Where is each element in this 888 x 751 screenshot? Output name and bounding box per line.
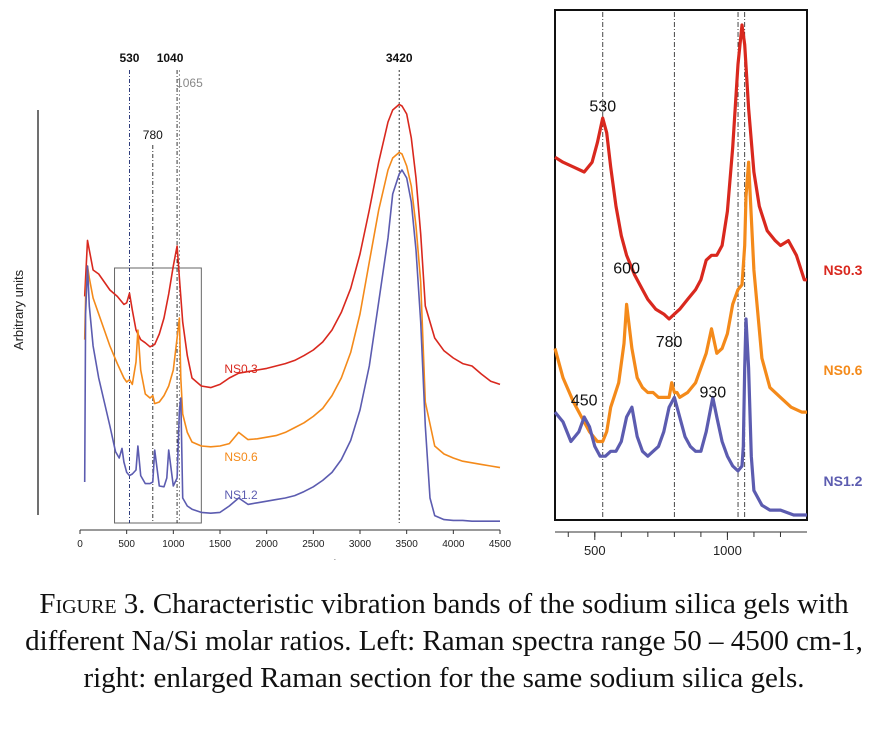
right-x-tick-label: 500 bbox=[584, 543, 606, 558]
left-series-label-ns12: NS1.2 bbox=[224, 488, 258, 502]
left-series-line-ns03 bbox=[83, 103, 501, 389]
left-x-tick-label: 0 bbox=[77, 539, 83, 550]
left-x-tick-label: 500 bbox=[118, 539, 135, 550]
right-peak-label-450: 450 bbox=[571, 393, 598, 410]
right-series-line-ns06 bbox=[553, 160, 807, 444]
right-series-label-ns03: NS0.3 bbox=[824, 262, 863, 278]
right-peak-label-930: 930 bbox=[699, 384, 726, 401]
caption-text: Characteristic vibration bands of the so… bbox=[25, 588, 863, 694]
peak-marker-label-1065: 1065 bbox=[176, 76, 203, 90]
left-series-line-ns06 bbox=[83, 151, 501, 469]
right-series-line-ns12 bbox=[553, 317, 807, 517]
right-frame bbox=[554, 9, 808, 521]
left-x-tick-label: 4000 bbox=[442, 539, 465, 550]
left-x-tick-label: 1500 bbox=[209, 539, 232, 550]
right-peak-label-530: 530 bbox=[589, 99, 616, 116]
left-x-tick-label: 2500 bbox=[302, 539, 325, 550]
peak-marker-label-780: 780 bbox=[143, 128, 163, 142]
left-x-tick-label: 3000 bbox=[349, 539, 372, 550]
left-x-tick-label: 2000 bbox=[256, 539, 279, 550]
peak-marker-label-1040: 1040 bbox=[157, 51, 184, 65]
left-raman-chart: Arbitrary units 0 500 1000 1500 2000 2500 3000 3… bbox=[11, 51, 512, 560]
left-y-axis-label: Arbitrary units bbox=[11, 269, 26, 350]
left-x-tick-label: 4500 bbox=[489, 539, 512, 550]
figure-label: Figure 3. bbox=[39, 588, 146, 620]
left-x-tick-label: 3500 bbox=[396, 539, 419, 550]
inset-box bbox=[114, 267, 202, 524]
peak-marker-label-530: 530 bbox=[119, 51, 139, 65]
right-series-label-ns12: NS1.2 bbox=[824, 473, 863, 489]
left-x-tick-label: 1000 bbox=[162, 539, 185, 550]
figure-3: Arbitrary units 0 500 1000 1500 2000 2500 3000 3… bbox=[11, 9, 863, 560]
left-series-label-ns06: NS0.6 bbox=[224, 450, 258, 464]
right-peak-label-780: 780 bbox=[656, 334, 683, 351]
right-series-label-ns06: NS0.6 bbox=[824, 362, 863, 378]
right-x-tick-label: 1000 bbox=[713, 543, 742, 558]
left-series-label-ns03: NS0.3 bbox=[224, 362, 258, 376]
peak-marker-label-3420: 3420 bbox=[386, 51, 413, 65]
left-series-line-ns12 bbox=[83, 169, 500, 522]
right-series-line-ns03 bbox=[554, 23, 807, 321]
right-peak-label-600: 600 bbox=[613, 260, 640, 277]
figure-caption: Figure 3. Characteristic vibration bands… bbox=[0, 586, 888, 697]
right-enlarged-chart: NS0.3NS0.6NS1.25306007804509305001000Ram… bbox=[553, 9, 863, 558]
left-x-axis-title: Ramanshift (cm-1) bbox=[238, 558, 342, 560]
